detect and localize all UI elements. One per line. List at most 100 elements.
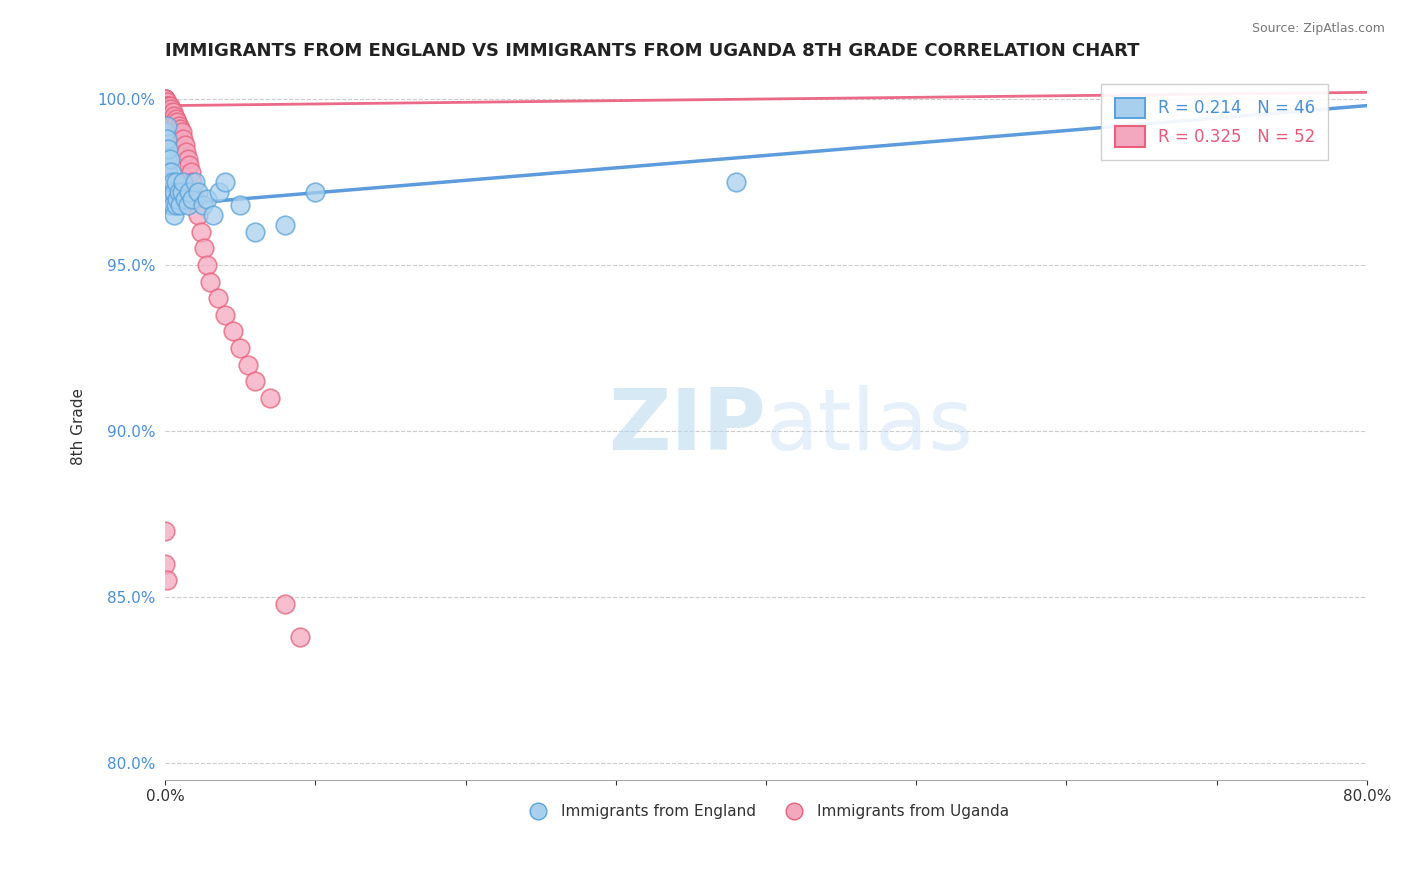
Point [159,98,181,112]
Point [153,105,176,120]
Point [162,105,184,120]
Point [191,198,214,212]
Point [184,175,207,189]
Point [170,185,193,199]
Legend: Immigrants from England, Immigrants from Uganda: Immigrants from England, Immigrants from… [516,797,1015,825]
Point [153,98,176,112]
Point [245,225,267,239]
Point [214,308,236,322]
Point [229,198,252,212]
Point [193,241,215,255]
Point [245,374,267,388]
Point [159,152,181,166]
Point [229,341,252,355]
Point [153,92,176,106]
Point [172,175,194,189]
Point [179,158,201,172]
Point [173,138,195,153]
Point [153,142,176,156]
Point [166,192,188,206]
Point [160,102,183,116]
Point [157,109,180,123]
Point [159,105,181,120]
Point [153,92,176,106]
Point [169,198,191,212]
Point [162,175,184,189]
Point [155,165,177,179]
Point [159,112,181,126]
Point [236,358,259,372]
Point [304,185,326,199]
Y-axis label: 8th Grade: 8th Grade [72,387,86,465]
Point [163,208,186,222]
Point [153,557,176,571]
Point [165,175,187,189]
Point [153,125,176,139]
Point [159,198,181,212]
Point [153,175,176,189]
Point [155,109,177,123]
Point [153,98,176,112]
Point [153,192,176,206]
Point [157,142,180,156]
Point [157,185,180,199]
Point [173,192,195,206]
Text: Source: ZipAtlas.com: Source: ZipAtlas.com [1251,22,1385,36]
Point [190,225,212,239]
Point [153,92,176,106]
Point [195,258,218,272]
Point [153,158,176,172]
Point [153,92,176,106]
Point [155,95,177,110]
Point [187,208,209,222]
Point [274,218,297,232]
Point [153,109,176,123]
Point [207,291,229,305]
Point [181,192,204,206]
Point [169,121,191,136]
Point [274,597,297,611]
Point [155,152,177,166]
Point [157,102,180,116]
Point [221,325,243,339]
Point [163,109,186,123]
Point [208,185,231,199]
Point [187,185,209,199]
Point [155,574,177,588]
Point [214,175,236,189]
Text: ZIP: ZIP [609,384,766,467]
Point [155,119,177,133]
Point [155,132,177,146]
Text: IMMIGRANTS FROM ENGLAND VS IMMIGRANTS FROM UGANDA 8TH GRADE CORRELATION CHART: IMMIGRANTS FROM ENGLAND VS IMMIGRANTS FR… [165,42,1140,60]
Point [155,98,177,112]
Point [724,175,747,189]
Point [176,198,198,212]
Point [162,198,184,212]
Point [290,630,312,644]
Point [162,112,184,126]
Point [176,152,198,166]
Point [259,391,281,405]
Point [165,112,187,126]
Point [157,98,180,112]
Point [1205,98,1227,112]
Point [163,115,186,129]
Point [167,119,190,133]
Point [165,198,187,212]
Point [181,175,204,189]
Point [159,175,181,189]
Point [153,524,176,538]
Point [155,102,177,116]
Point [172,132,194,146]
Point [160,109,183,123]
Point [163,185,186,199]
Point [198,275,221,289]
Point [174,145,197,160]
Text: atlas: atlas [766,384,974,467]
Point [184,192,207,206]
Point [170,125,193,139]
Point [155,185,177,199]
Point [195,192,218,206]
Point [160,192,183,206]
Point [166,115,188,129]
